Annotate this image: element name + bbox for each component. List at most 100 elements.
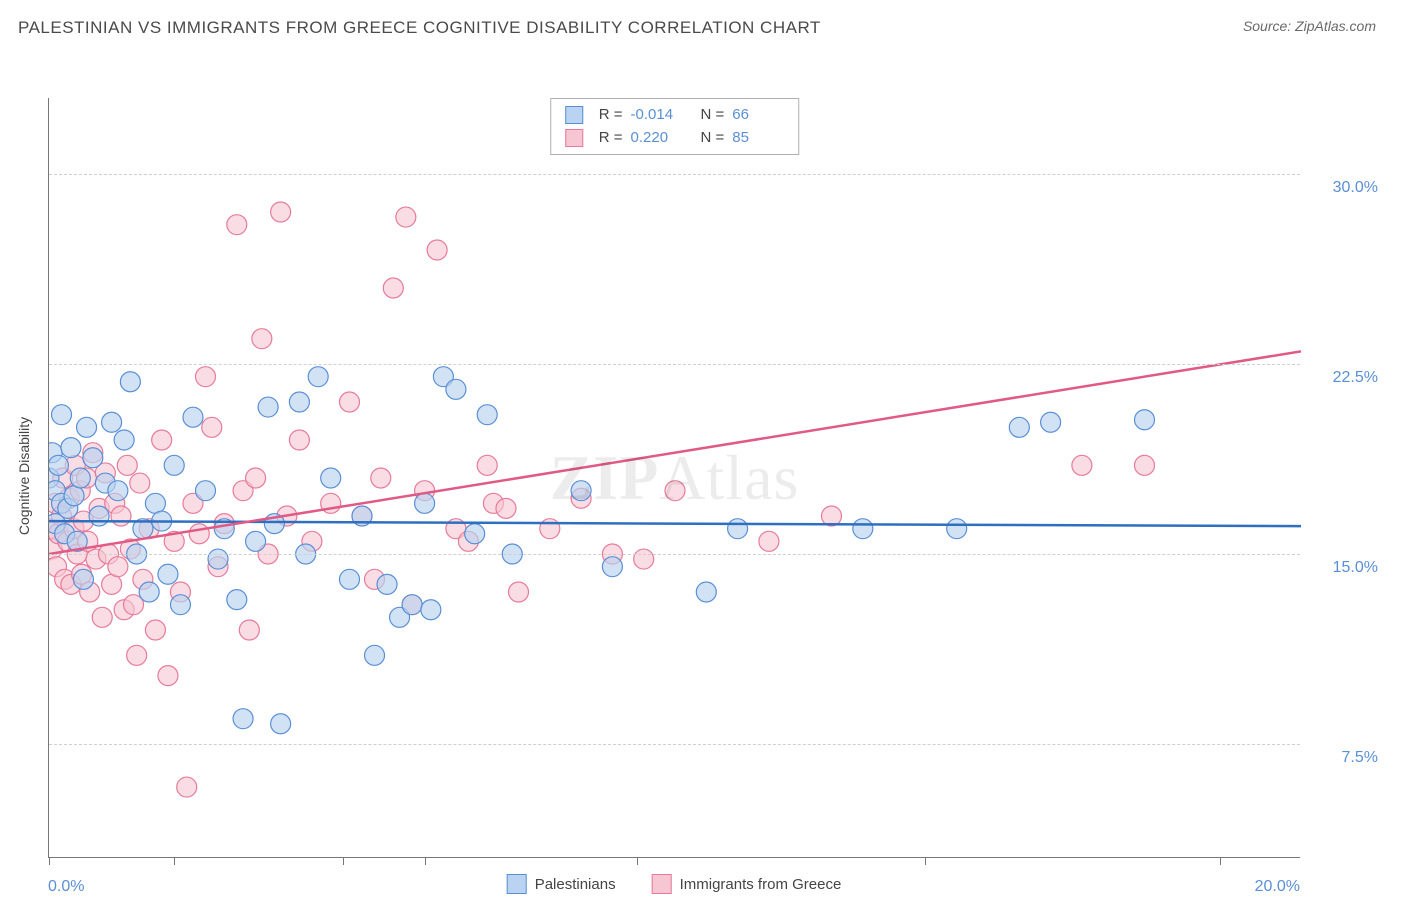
data-point: [246, 531, 266, 551]
data-point: [227, 590, 247, 610]
data-point: [83, 448, 103, 468]
data-point: [52, 405, 72, 425]
data-point: [759, 531, 779, 551]
data-point: [158, 666, 178, 686]
data-point: [233, 709, 253, 729]
chart-title: PALESTINIAN VS IMMIGRANTS FROM GREECE CO…: [18, 18, 821, 38]
data-point: [1009, 417, 1029, 437]
data-point: [145, 493, 165, 513]
data-point: [402, 595, 422, 615]
data-point: [696, 582, 716, 602]
data-point: [239, 620, 259, 640]
data-point: [1041, 412, 1061, 432]
gridline: [49, 554, 1300, 555]
x-axis-max-label: 20.0%: [1255, 878, 1300, 896]
data-point: [145, 620, 165, 640]
data-point: [177, 777, 197, 797]
stat-legend-row: R =0.220N =85: [565, 127, 785, 150]
data-point: [227, 215, 247, 235]
legend-item: Palestinians: [507, 874, 616, 894]
data-point: [1135, 455, 1155, 475]
data-point: [139, 582, 159, 602]
data-point: [196, 367, 216, 387]
y-tick-label: 15.0%: [1333, 559, 1378, 577]
data-point: [509, 582, 529, 602]
data-point: [73, 569, 93, 589]
data-point: [202, 417, 222, 437]
data-point: [70, 468, 90, 488]
y-tick-label: 22.5%: [1333, 369, 1378, 387]
data-point: [339, 569, 359, 589]
x-tick: [637, 857, 638, 865]
data-point: [477, 455, 497, 475]
data-point: [49, 455, 68, 475]
data-point: [271, 202, 291, 222]
data-point: [947, 519, 967, 539]
data-point: [477, 405, 497, 425]
data-point: [196, 481, 216, 501]
x-tick: [1220, 857, 1221, 865]
y-axis-label: Cognitive Disability: [16, 417, 32, 535]
data-point: [496, 498, 516, 518]
y-tick-label: 30.0%: [1333, 179, 1378, 197]
data-point: [465, 524, 485, 544]
data-point: [183, 407, 203, 427]
data-point: [853, 519, 873, 539]
data-point: [114, 430, 134, 450]
legend-item: Immigrants from Greece: [652, 874, 842, 894]
data-point: [208, 549, 228, 569]
data-point: [102, 412, 122, 432]
x-tick: [425, 857, 426, 865]
x-axis-row: 0.0% PalestiniansImmigrants from Greece …: [48, 870, 1300, 898]
data-point: [602, 557, 622, 577]
data-point: [427, 240, 447, 260]
stat-legend-row: R =-0.014N =66: [565, 104, 785, 127]
data-point: [308, 367, 328, 387]
x-axis-min-label: 0.0%: [48, 878, 84, 896]
x-tick: [925, 857, 926, 865]
data-point: [127, 645, 147, 665]
series-legend: Palestinians Immigrants from Greece: [507, 874, 842, 894]
data-point: [130, 473, 150, 493]
data-point: [665, 481, 685, 501]
data-point: [383, 278, 403, 298]
data-point: [634, 549, 654, 569]
data-point: [421, 600, 441, 620]
data-point: [108, 481, 128, 501]
y-tick-label: 7.5%: [1342, 749, 1378, 767]
data-point: [446, 379, 466, 399]
data-point: [189, 524, 209, 544]
source-credit: Source: ZipAtlas.com: [1243, 18, 1376, 34]
gridline: [49, 744, 1300, 745]
stat-legend: R =-0.014N =66R =0.220N =85: [550, 98, 800, 155]
plot-area: ZIPAtlas R =-0.014N =66R =0.220N =85 7.5…: [48, 98, 1300, 858]
data-point: [89, 506, 109, 526]
data-point: [246, 468, 266, 488]
data-point: [117, 455, 137, 475]
data-point: [252, 329, 272, 349]
data-point: [158, 564, 178, 584]
data-point: [102, 574, 122, 594]
data-point: [61, 438, 81, 458]
data-point: [64, 486, 84, 506]
data-point: [321, 468, 341, 488]
data-point: [1072, 455, 1092, 475]
data-point: [92, 607, 112, 627]
data-point: [258, 397, 278, 417]
gridline: [49, 364, 1300, 365]
data-point: [377, 574, 397, 594]
data-point: [365, 645, 385, 665]
data-point: [108, 557, 128, 577]
data-point: [289, 392, 309, 412]
data-point: [152, 430, 172, 450]
data-point: [77, 417, 97, 437]
data-point: [371, 468, 391, 488]
data-point: [164, 455, 184, 475]
data-point: [339, 392, 359, 412]
data-point: [289, 430, 309, 450]
data-point: [111, 506, 131, 526]
data-point: [540, 519, 560, 539]
data-point: [271, 714, 291, 734]
data-point: [170, 595, 190, 615]
data-point: [396, 207, 416, 227]
